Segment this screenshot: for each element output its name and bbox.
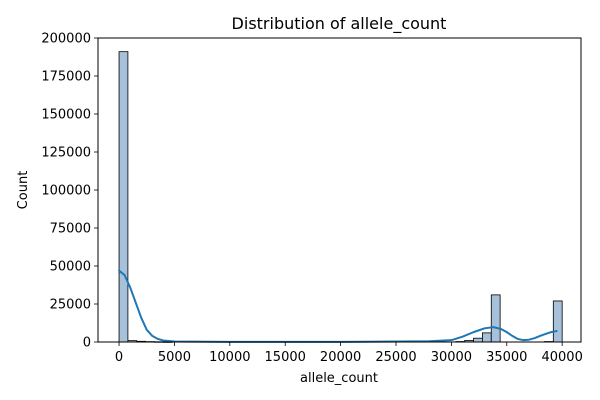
histogram-bar-0	[118, 51, 129, 343]
histogram-bar-8	[473, 337, 483, 343]
y-tick-label-6: 150000	[41, 108, 91, 123]
x-tick-label-0: 0	[115, 350, 123, 365]
x-tick-label-5: 25000	[375, 350, 416, 365]
y-tick-label-3: 75000	[50, 222, 91, 237]
plot-area	[118, 51, 563, 343]
x-tick-label-7: 35000	[486, 350, 527, 365]
x-tick-label-1: 5000	[158, 350, 191, 365]
plot-frame	[97, 37, 582, 343]
x-tick-label-4: 20000	[320, 350, 361, 365]
histogram-bar-12	[552, 300, 563, 343]
chart-title: Distribution of allele_count	[232, 14, 447, 34]
y-tick-label-0: 0	[83, 336, 91, 351]
histogram-bar-10	[490, 294, 501, 343]
x-tick-label-8: 40000	[541, 350, 582, 365]
y-tick-label-8: 200000	[41, 32, 91, 47]
x-axis: 0 5000 10000 15000 20000 25000 30000 35000 40000	[115, 342, 583, 365]
y-tick-label-5: 125000	[41, 146, 91, 161]
x-tick-label-6: 30000	[431, 350, 472, 365]
y-axis: 0 25000 50000 75000 100000 125000 150000 175000…	[41, 32, 98, 351]
y-tick-label-7: 175000	[41, 70, 91, 85]
kde-line	[118, 269, 558, 343]
x-axis-label: allele_count	[300, 371, 378, 386]
y-axis-label: Count	[16, 171, 31, 210]
y-tick-label-1: 25000	[50, 298, 91, 313]
x-tick-label-3: 15000	[265, 350, 306, 365]
y-tick-label-4: 100000	[41, 184, 91, 199]
histogram-bar-9	[482, 332, 492, 343]
y-tick-label-2: 50000	[50, 260, 91, 275]
x-tick-label-2: 10000	[209, 350, 250, 365]
